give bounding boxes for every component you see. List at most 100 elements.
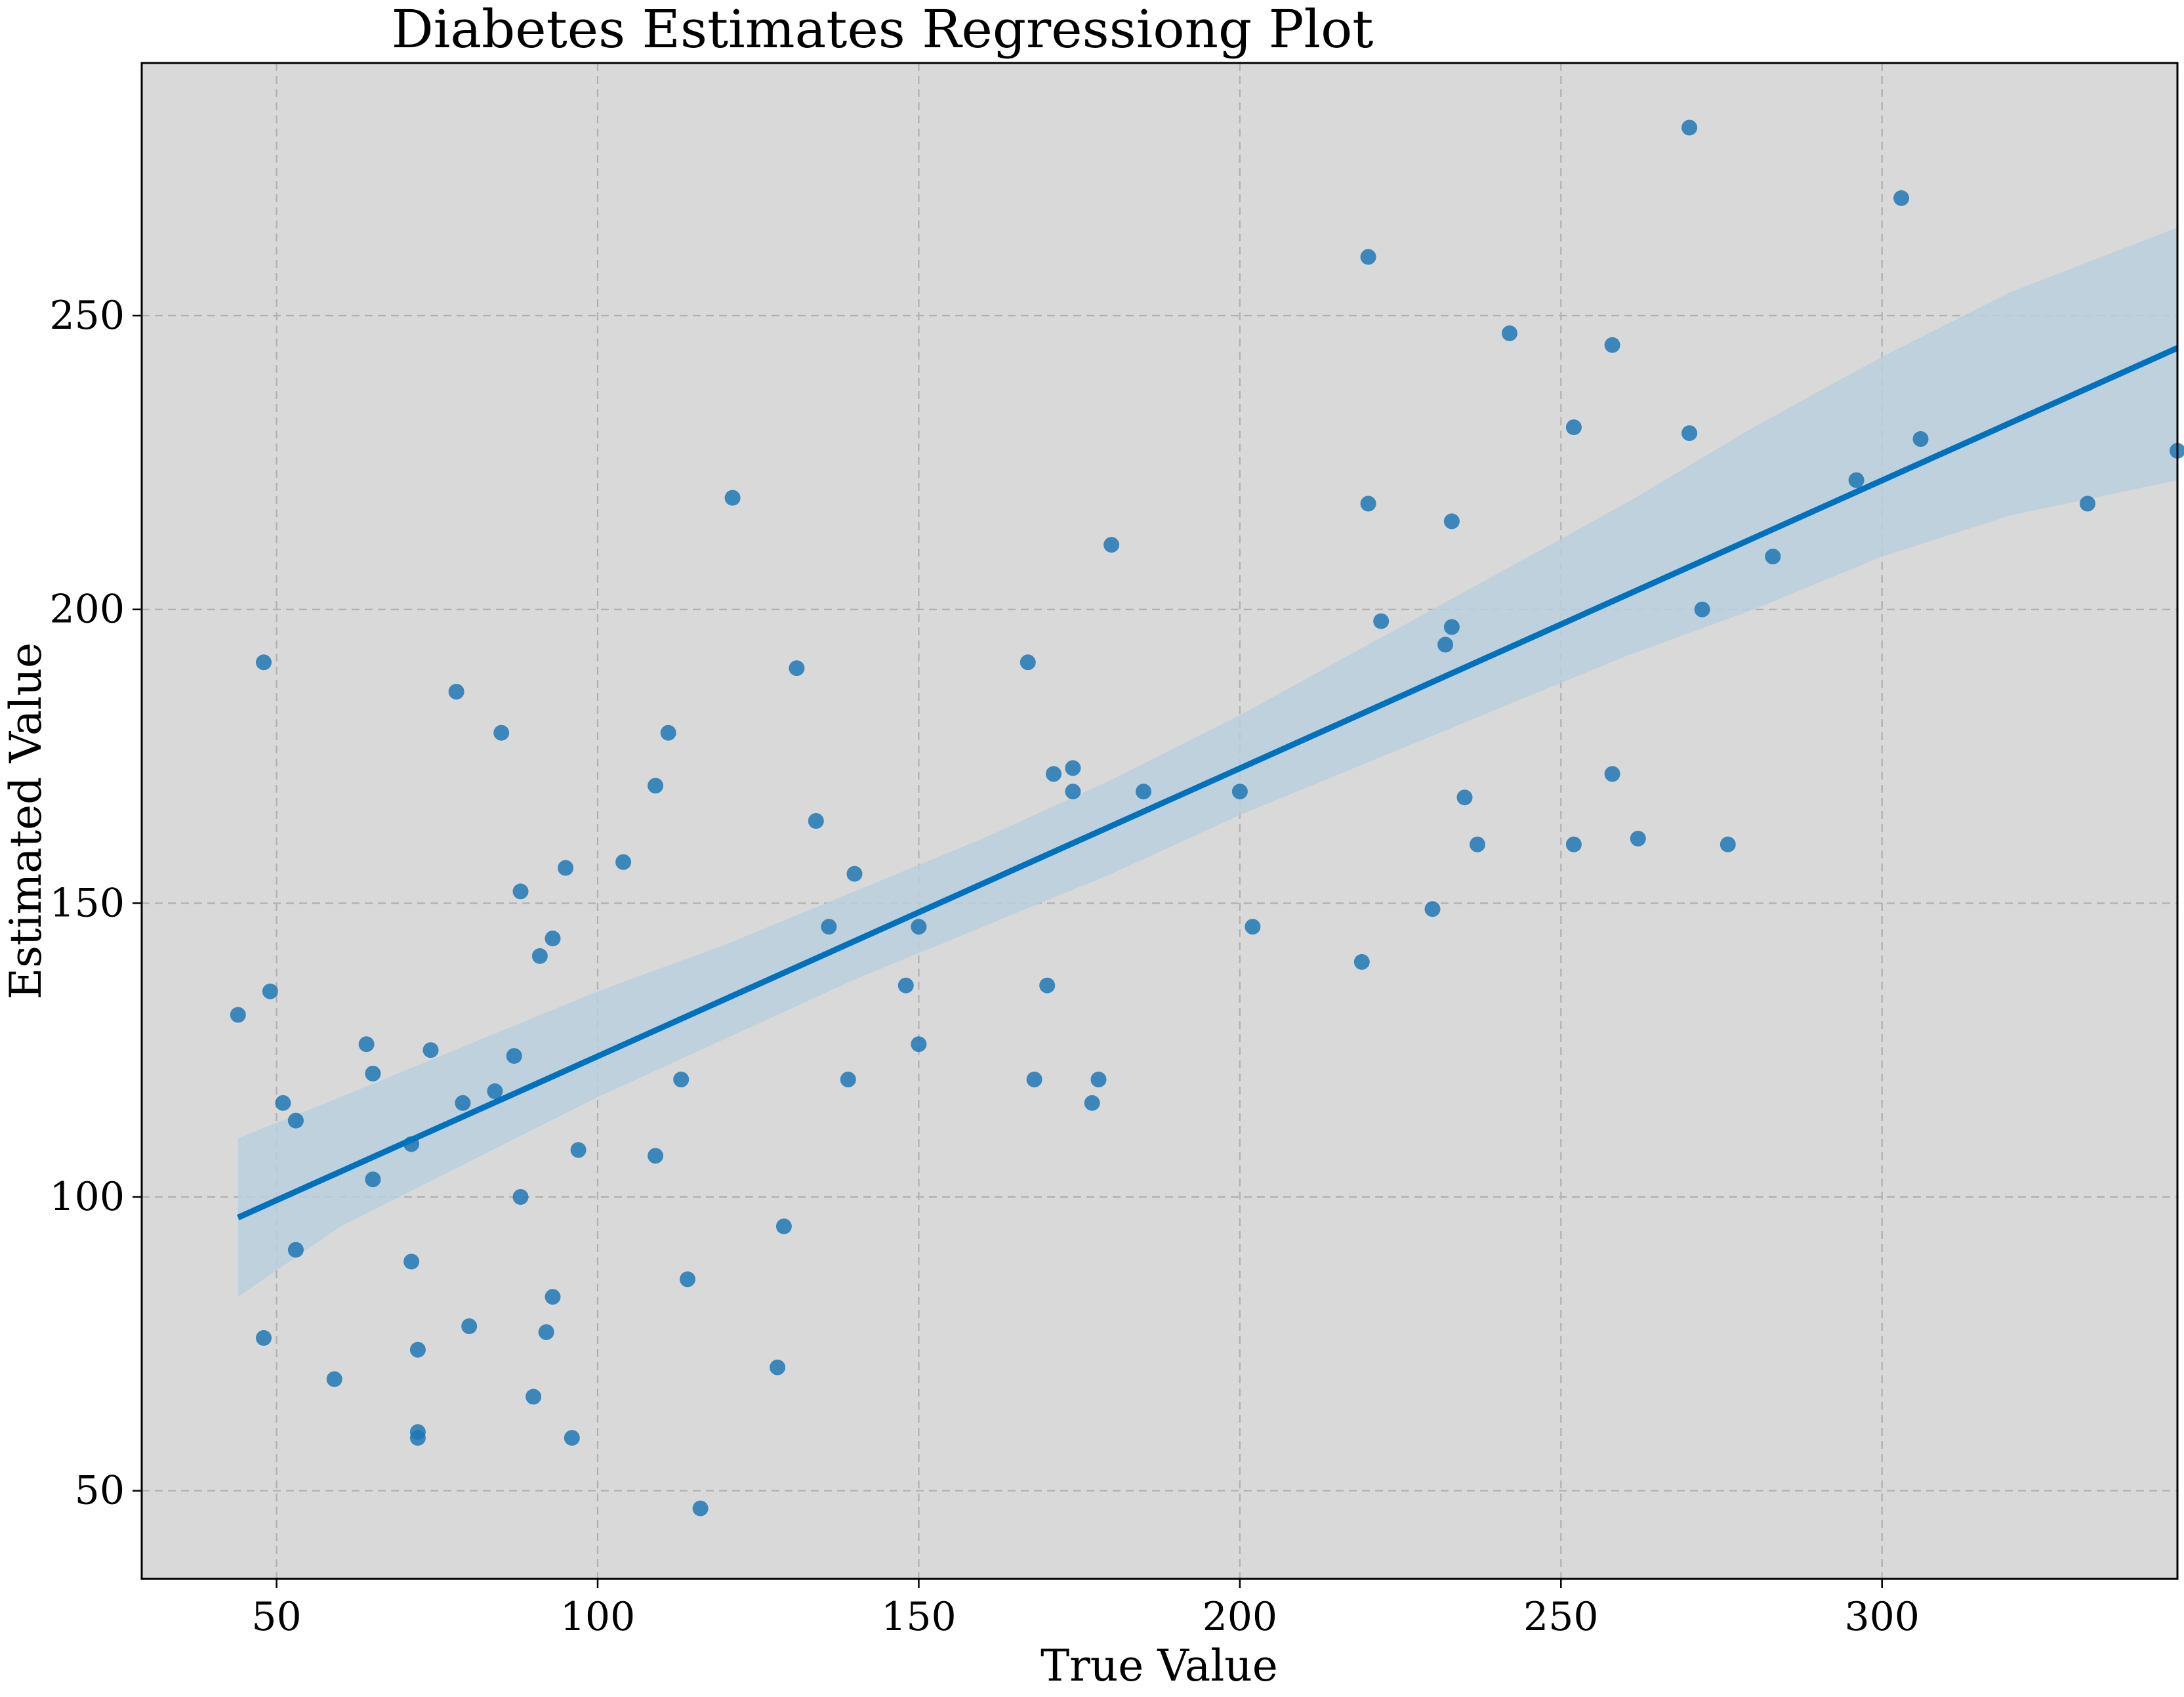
scatter-points: [230, 119, 2184, 1517]
data-point: [615, 854, 632, 870]
data-point: [448, 684, 464, 700]
data-point: [1694, 601, 1710, 618]
data-point: [358, 1036, 375, 1053]
data-point: [365, 1066, 381, 1081]
data-point: [1630, 830, 1646, 847]
data-point: [1437, 637, 1454, 653]
data-point: [1084, 1095, 1100, 1111]
data-point: [256, 654, 272, 671]
data-point: [512, 883, 529, 900]
data-point: [1604, 766, 1620, 782]
data-point: [1136, 784, 1151, 800]
data-point: [558, 860, 574, 876]
data-point: [789, 660, 805, 677]
data-point: [1443, 619, 1460, 635]
x-tick-label: 50: [251, 1594, 301, 1640]
y-tick-label: 100: [49, 1174, 125, 1220]
data-point: [1373, 613, 1390, 629]
data-point: [1604, 337, 1620, 353]
data-point: [808, 813, 824, 829]
data-point: [1565, 836, 1582, 852]
data-point: [275, 1095, 291, 1111]
data-point: [409, 1430, 426, 1446]
data-point: [911, 919, 927, 935]
data-point: [673, 1072, 690, 1087]
data-point: [660, 724, 676, 741]
data-point: [365, 1171, 381, 1188]
data-point: [840, 1072, 856, 1087]
data-point: [1765, 549, 1781, 565]
data-point: [545, 1289, 561, 1305]
data-point: [1443, 513, 1460, 530]
data-point: [846, 866, 863, 882]
x-tick-label: 200: [1203, 1594, 1278, 1640]
data-point: [1231, 784, 1248, 800]
data-point: [1360, 495, 1376, 512]
data-point: [1046, 766, 1061, 782]
data-point: [1103, 537, 1120, 553]
data-point: [648, 1148, 664, 1164]
confidence-band-layer: [237, 227, 2177, 1297]
data-point: [1502, 325, 1517, 341]
axis-ticks: 50 100 150 200 250 300 50 100 150 200 250: [49, 293, 1920, 1640]
data-point: [1456, 789, 1473, 806]
data-point: [403, 1253, 420, 1270]
data-point: [1424, 901, 1441, 917]
data-point: [1565, 419, 1582, 436]
regression-line: [236, 345, 2179, 1221]
grid-lines: [142, 63, 2177, 1579]
x-tick-label: 250: [1523, 1594, 1599, 1640]
x-tick-label: 300: [1844, 1594, 1920, 1640]
data-point: [1090, 1072, 1107, 1087]
data-point: [1912, 431, 1929, 447]
data-point: [1848, 472, 1865, 488]
data-point: [680, 1271, 695, 1288]
data-point: [564, 1430, 580, 1446]
data-point: [1681, 119, 1698, 136]
data-point: [821, 919, 837, 935]
data-point: [570, 1142, 587, 1158]
data-point: [1245, 919, 1261, 935]
x-axis-label: True Value: [1040, 1641, 1278, 1691]
data-point: [897, 977, 914, 994]
data-point: [512, 1189, 529, 1205]
x-tick-label: 100: [560, 1594, 636, 1640]
data-point: [287, 1112, 304, 1129]
chart-title: Diabetes Estimates Regressiong Plot: [392, 0, 1374, 60]
data-point: [775, 1218, 792, 1234]
data-point: [493, 724, 510, 741]
data-point: [326, 1371, 342, 1387]
y-tick-label: 50: [75, 1468, 125, 1514]
data-point: [1893, 190, 1910, 206]
data-point: [1026, 1072, 1042, 1087]
data-point: [1360, 249, 1376, 265]
data-point: [545, 931, 561, 947]
data-point: [461, 1318, 478, 1334]
data-point: [422, 1042, 439, 1058]
data-point: [1039, 977, 1056, 994]
data-point: [409, 1341, 426, 1358]
data-point: [2080, 495, 2095, 512]
data-point: [487, 1083, 503, 1099]
data-point: [538, 1324, 554, 1340]
y-tick-label: 250: [49, 293, 125, 339]
plot-frame: [140, 62, 2179, 1580]
confidence-band: [237, 227, 2177, 1297]
y-tick-label: 200: [49, 587, 125, 633]
data-point: [648, 778, 664, 794]
data-point: [525, 1389, 542, 1405]
data-point: [1065, 784, 1081, 800]
y-tick-label: 150: [49, 880, 125, 926]
data-point: [506, 1048, 522, 1064]
data-point: [770, 1359, 786, 1375]
data-point: [1720, 836, 1736, 852]
data-point: [256, 1330, 272, 1346]
data-point: [531, 948, 548, 964]
data-point: [1065, 760, 1081, 776]
regression-line-layer: [236, 345, 2179, 1221]
x-tick-label: 150: [881, 1594, 957, 1640]
data-point: [287, 1242, 304, 1258]
data-point: [1353, 953, 1370, 970]
data-point: [230, 1007, 246, 1023]
